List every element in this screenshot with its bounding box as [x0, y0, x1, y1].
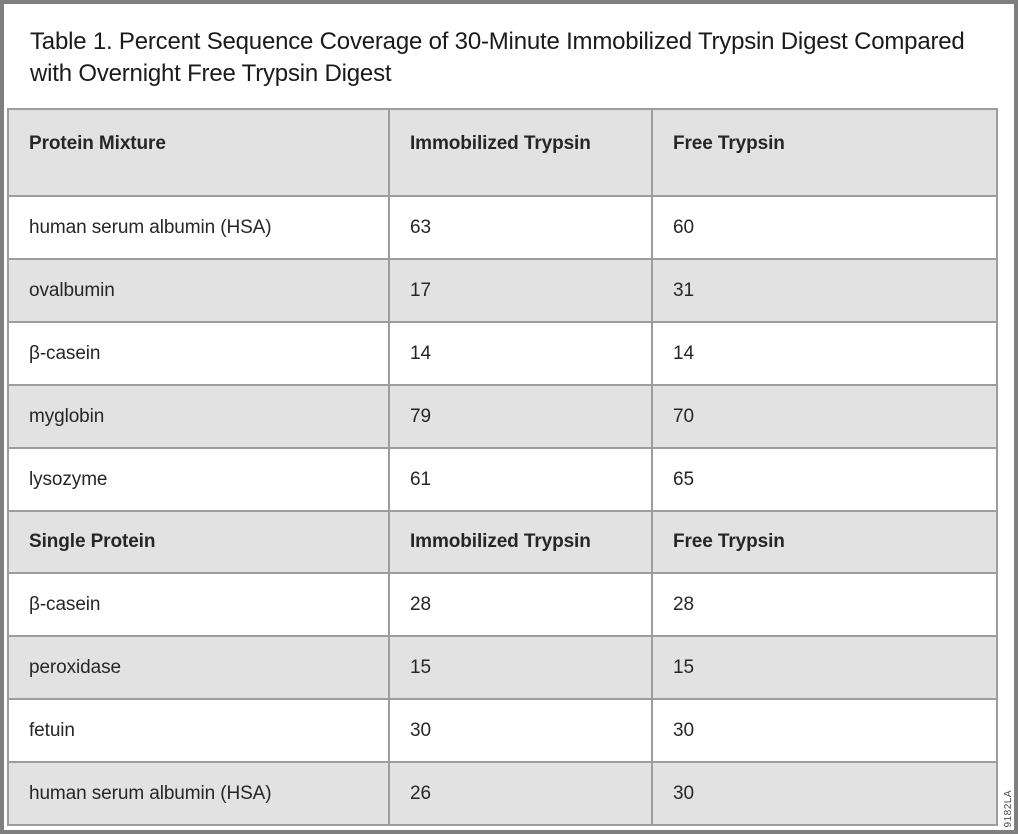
section1-header-row: Protein Mixture Immobilized Trypsin Free… — [7, 108, 998, 197]
immobilized-value-cell: 61 — [388, 447, 653, 512]
column-header-single-protein: Single Protein — [7, 510, 390, 574]
free-value-cell: 30 — [651, 761, 998, 826]
immobilized-value-cell: 28 — [388, 572, 653, 637]
free-value-cell: 30 — [651, 698, 998, 763]
immobilized-value-cell: 14 — [388, 321, 653, 386]
protein-name-cell: human serum albumin (HSA) — [7, 195, 390, 260]
immobilized-value-cell: 63 — [388, 195, 653, 260]
table-row: myglobin 79 70 — [7, 384, 998, 449]
protein-name-cell: β-casein — [7, 321, 390, 386]
immobilized-value-cell: 15 — [388, 635, 653, 700]
protein-name-cell: ovalbumin — [7, 258, 390, 323]
table-row: lysozyme 61 65 — [7, 447, 998, 512]
table-row: human serum albumin (HSA) 63 60 — [7, 195, 998, 260]
column-header-immobilized-trypsin: Immobilized Trypsin — [388, 108, 653, 197]
artwork-number: 9182LA — [1003, 789, 1014, 827]
immobilized-value-cell: 30 — [388, 698, 653, 763]
free-value-cell: 70 — [651, 384, 998, 449]
sequence-coverage-table: Protein Mixture Immobilized Trypsin Free… — [7, 108, 998, 826]
free-value-cell: 14 — [651, 321, 998, 386]
table-row: β-casein 14 14 — [7, 321, 998, 386]
table-row: β-casein 28 28 — [7, 572, 998, 637]
protein-name-cell: human serum albumin (HSA) — [7, 761, 390, 826]
immobilized-value-cell: 79 — [388, 384, 653, 449]
table-row: ovalbumin 17 31 — [7, 258, 998, 323]
protein-name-cell: peroxidase — [7, 635, 390, 700]
column-header-free-trypsin: Free Trypsin — [651, 510, 998, 574]
protein-name-cell: lysozyme — [7, 447, 390, 512]
column-header-free-trypsin: Free Trypsin — [651, 108, 998, 197]
protein-name-cell: β-casein — [7, 572, 390, 637]
free-value-cell: 28 — [651, 572, 998, 637]
column-header-protein-mixture: Protein Mixture — [7, 108, 390, 197]
free-value-cell: 15 — [651, 635, 998, 700]
section2-header-row: Single Protein Immobilized Trypsin Free … — [7, 510, 998, 574]
column-header-immobilized-trypsin: Immobilized Trypsin — [388, 510, 653, 574]
protein-name-cell: myglobin — [7, 384, 390, 449]
table-row: peroxidase 15 15 — [7, 635, 998, 700]
table-title: Table 1. Percent Sequence Coverage of 30… — [30, 28, 965, 87]
table-row: fetuin 30 30 — [7, 698, 998, 763]
immobilized-value-cell: 17 — [388, 258, 653, 323]
free-value-cell: 31 — [651, 258, 998, 323]
immobilized-value-cell: 26 — [388, 761, 653, 826]
free-value-cell: 65 — [651, 447, 998, 512]
protein-name-cell: fetuin — [7, 698, 390, 763]
table-row: human serum albumin (HSA) 26 30 — [7, 761, 998, 826]
free-value-cell: 60 — [651, 195, 998, 260]
